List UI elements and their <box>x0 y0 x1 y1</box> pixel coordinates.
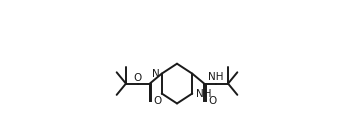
Text: NH: NH <box>196 89 212 98</box>
Text: N: N <box>152 69 159 79</box>
Text: O: O <box>208 96 216 107</box>
Text: O: O <box>134 73 142 83</box>
Text: O: O <box>154 96 162 107</box>
Text: NH: NH <box>209 72 224 82</box>
